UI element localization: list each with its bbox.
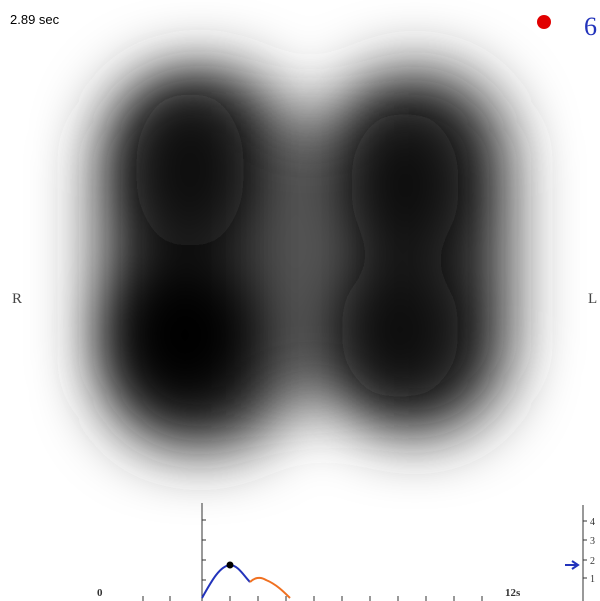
pressure-map — [100, 70, 510, 450]
curve-fall — [249, 576, 291, 599]
time-label: 2.89 sec — [10, 12, 60, 27]
current-point — [226, 561, 234, 569]
record-indicator — [537, 15, 551, 29]
timeline — [142, 503, 483, 601]
side-label-right: R — [12, 291, 22, 307]
timeline-end: 12s — [505, 587, 521, 599]
scale-tick: 4 — [590, 517, 595, 528]
scale-tick: 3 — [590, 536, 595, 547]
scale — [565, 505, 587, 601]
scale-tick: 2 — [590, 556, 595, 567]
side-label-left: L — [588, 291, 597, 307]
counter: 6 — [584, 12, 597, 41]
timeline-start: 0 — [97, 587, 103, 599]
scale-tick: 1 — [590, 574, 595, 585]
